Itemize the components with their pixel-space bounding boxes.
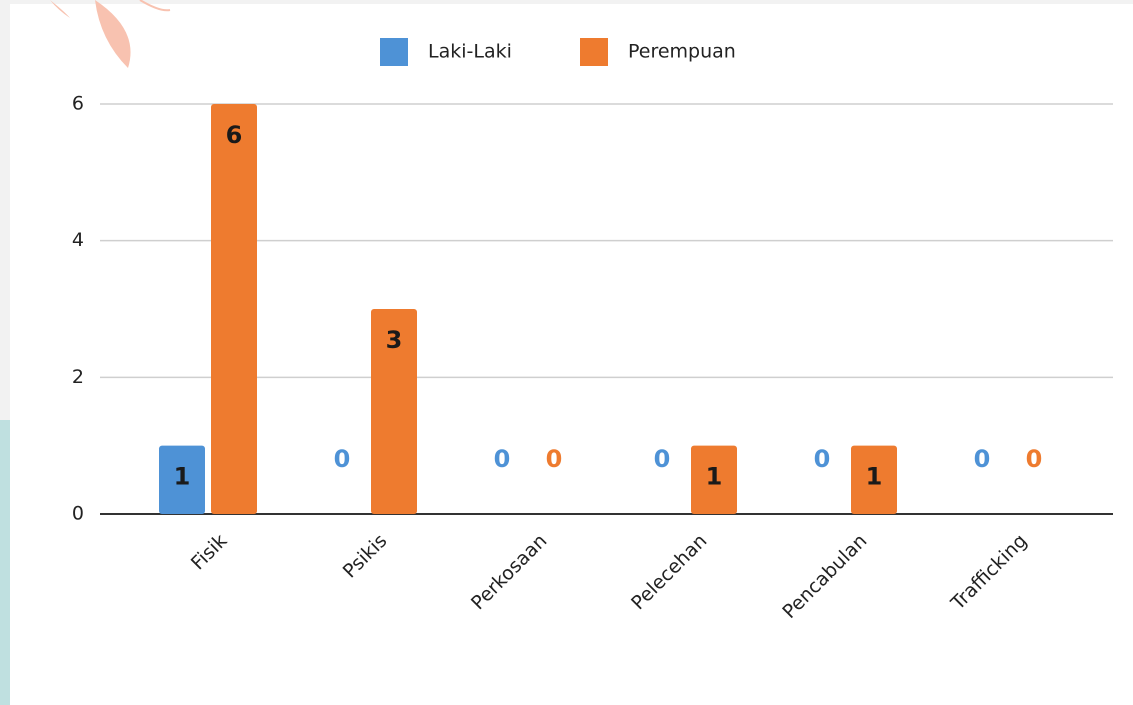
bar <box>851 445 897 514</box>
data-label: 0 <box>974 445 991 473</box>
y-tick-label: 0 <box>72 503 84 525</box>
data-label: 0 <box>654 445 671 473</box>
data-label: 1 <box>174 463 191 491</box>
decoration <box>139 0 171 12</box>
legend-swatch <box>380 38 408 66</box>
bar <box>691 445 737 514</box>
data-label: 3 <box>386 326 403 354</box>
card <box>10 4 1133 705</box>
y-tick-label: 4 <box>72 229 84 251</box>
side-strip <box>0 420 10 705</box>
data-label: 0 <box>334 445 351 473</box>
bar <box>159 445 205 514</box>
y-tick-label: 2 <box>72 366 84 388</box>
data-label: 1 <box>866 463 883 491</box>
legend-swatch <box>580 38 608 66</box>
decoration <box>50 0 70 18</box>
data-label: 6 <box>226 121 243 149</box>
legend-label: Laki-Laki <box>428 41 512 63</box>
data-label: 0 <box>494 445 511 473</box>
bar <box>211 104 257 514</box>
data-label: 0 <box>814 445 831 473</box>
y-tick-label: 6 <box>72 93 84 115</box>
data-label: 0 <box>546 445 563 473</box>
bar <box>371 309 417 514</box>
decoration <box>95 0 131 68</box>
data-label: 1 <box>706 463 723 491</box>
data-label: 0 <box>1026 445 1043 473</box>
legend-label: Perempuan <box>628 41 736 63</box>
